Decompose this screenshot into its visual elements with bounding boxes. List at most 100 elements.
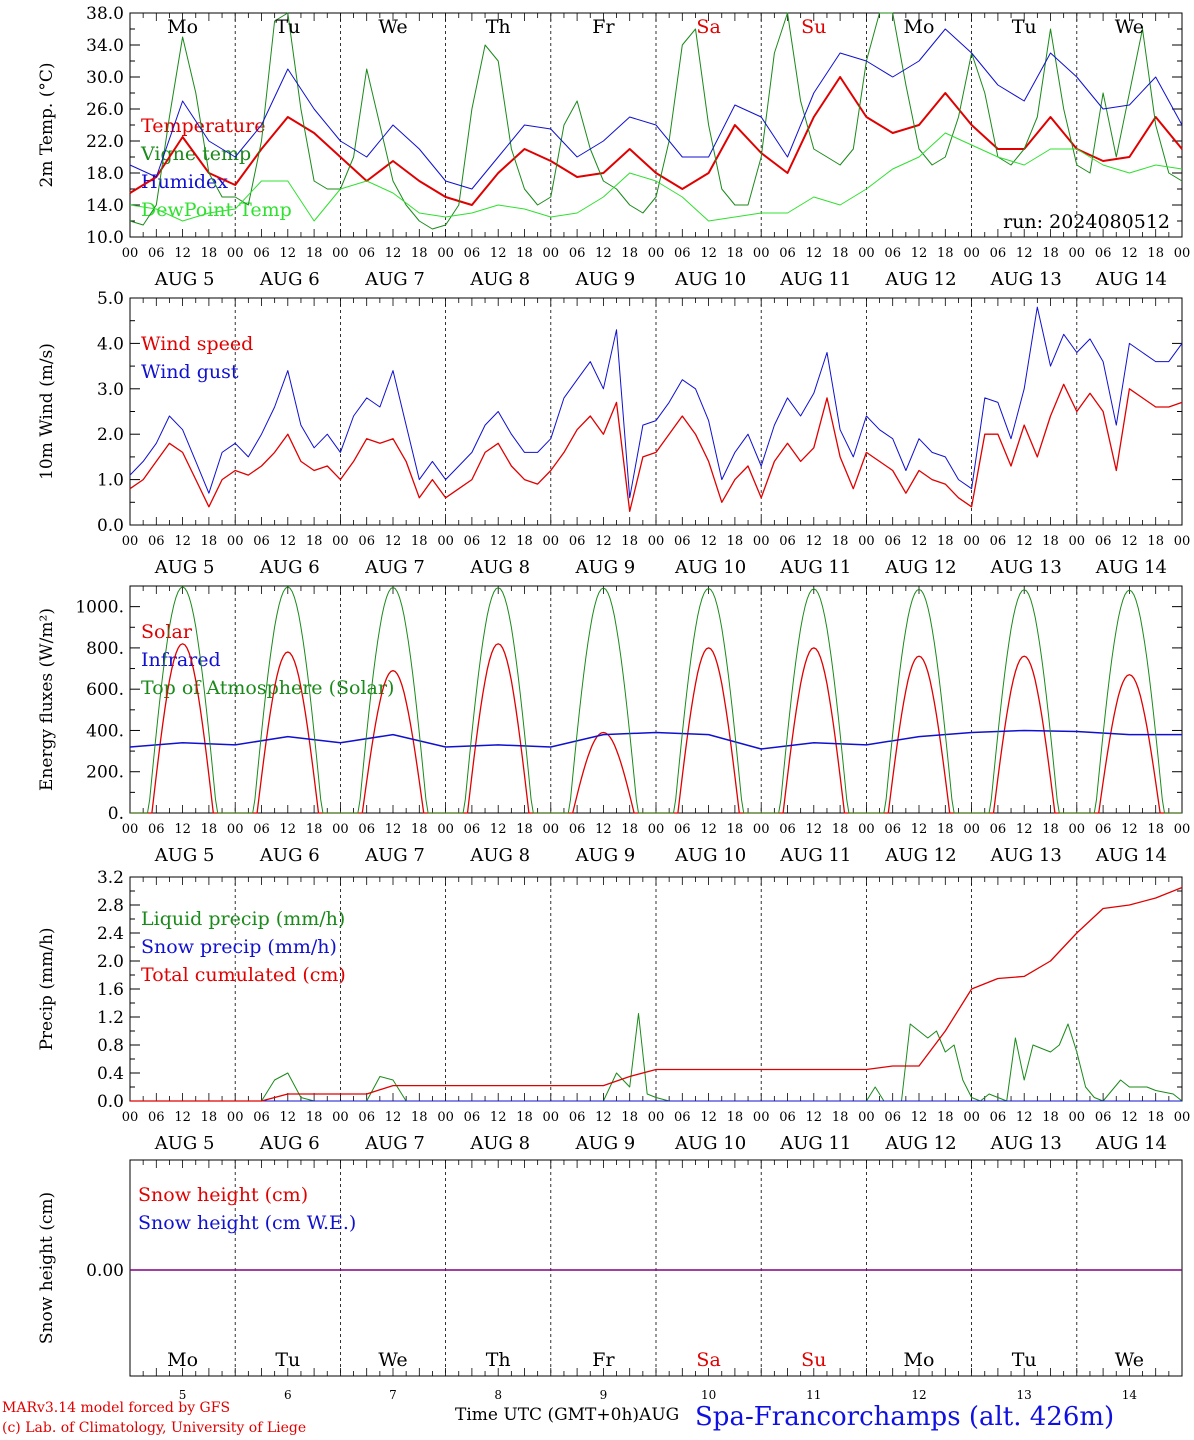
hour-tick-label: 18	[306, 246, 323, 261]
date-label: AUG 12	[884, 1133, 956, 1154]
date-label: AUG 7	[364, 1133, 425, 1154]
hour-tick-label: 06	[148, 822, 165, 837]
hour-tick-label: 06	[569, 246, 586, 261]
hour-tick-label: 00	[437, 1110, 454, 1125]
y-tick-label: 1000.	[75, 598, 124, 618]
hour-tick-label: 06	[674, 822, 691, 837]
date-label: AUG 5	[154, 845, 215, 866]
date-label: AUG 8	[469, 557, 530, 578]
hour-tick-label: 00	[227, 1110, 244, 1125]
date-label: AUG 11	[779, 1133, 851, 1154]
hour-tick-label: 06	[358, 822, 375, 837]
hour-tick-label: 18	[937, 246, 954, 261]
y-tick-label: 1.0	[97, 471, 124, 491]
date-label: AUG 12	[884, 845, 956, 866]
date-label: AUG 10	[674, 1133, 746, 1154]
run-annotation: run: 2024080512	[1003, 211, 1170, 233]
hour-tick-label: 00	[753, 1110, 770, 1125]
hour-tick-label: 00	[858, 1110, 875, 1125]
y-tick-label: 0.4	[97, 1064, 124, 1084]
panel-2: 0.0 1.0 2.0 3.0 4.0 5.0 10m Wind (m/s) Wind spe…	[37, 289, 1183, 536]
y-tick-label: 1.6	[97, 980, 124, 1000]
y-tick-label: 2.4	[97, 924, 124, 944]
hour-tick-label: 00	[1069, 246, 1086, 261]
hour-tick-label: 06	[990, 1110, 1007, 1125]
y-tick-label: 800.	[86, 639, 124, 659]
weekday-label: We	[378, 16, 407, 38]
weekday-label: Su	[801, 16, 826, 38]
hour-tick-label: 12	[1016, 1110, 1033, 1125]
hour-tick-label: 00	[332, 1110, 349, 1125]
hour-tick-label: 06	[464, 1110, 481, 1125]
hour-tick-label: 18	[411, 1110, 428, 1125]
hour-tick-label: 06	[674, 1110, 691, 1125]
y-tick-label: 2.8	[97, 896, 124, 916]
hour-tick-label: 00	[1069, 822, 1086, 837]
hour-tick-label: 06	[990, 534, 1007, 549]
hour-tick-label: 00	[1174, 246, 1191, 261]
y-tick-label: 200.	[86, 763, 124, 783]
series-line-total-cumulated-cm-	[130, 886, 1183, 1102]
hour-tick-label: 12	[1016, 534, 1033, 549]
date-label: AUG 6	[259, 845, 320, 866]
y-tick-label: 3.2	[97, 868, 124, 888]
weekday-label: Su	[801, 1349, 826, 1371]
series-line-temperature	[129, 76, 1183, 206]
hour-tick-label: 00	[648, 822, 665, 837]
y-tick-label: 5.0	[97, 289, 124, 309]
hour-tick-label: 06	[358, 246, 375, 261]
series-line-wind-gust	[129, 306, 1183, 499]
hour-tick-label: 12	[806, 534, 823, 549]
weekday-label: Tu	[275, 16, 300, 38]
hour-tick-label: 06	[569, 822, 586, 837]
hour-tick-label: 12	[911, 1110, 928, 1125]
weekday-label: Mo	[904, 16, 935, 38]
hour-tick-label: 12	[385, 1110, 402, 1125]
date-label: AUG 10	[674, 269, 746, 290]
hour-tick-label: 12	[911, 534, 928, 549]
hour-tick-label: 06	[674, 534, 691, 549]
hour-tick-label: 18	[516, 1110, 533, 1125]
hour-tick-label: 18	[937, 822, 954, 837]
date-label: AUG 9	[575, 269, 636, 290]
hour-tick-label: 00	[437, 246, 454, 261]
hour-tick-label: 06	[884, 822, 901, 837]
hour-tick-label: 12	[174, 1110, 191, 1125]
hour-tick-label: 12	[1016, 246, 1033, 261]
hour-tick-label: 12	[490, 246, 507, 261]
day-number-label: 14	[1122, 1388, 1138, 1402]
footer-lab-text: (c) Lab. of Climatology, University of L…	[2, 1420, 307, 1436]
series-line-toa-solar	[130, 586, 1182, 814]
hour-tick-label: 06	[884, 534, 901, 549]
date-label: AUG 5	[154, 1133, 215, 1154]
y-axis-label: Precip (mm/h)	[37, 927, 57, 1050]
series-line-infrared	[129, 729, 1182, 750]
legend-entry: Solar	[141, 621, 193, 643]
hour-tick-label: 12	[174, 246, 191, 261]
day-number-label: 13	[1017, 1388, 1032, 1402]
hour-tick-label: 00	[753, 534, 770, 549]
y-tick-label: 4.0	[97, 334, 124, 354]
weekday-label: Th	[486, 1349, 511, 1371]
hour-tick-label: 06	[779, 1110, 796, 1125]
hour-tick-label: 12	[280, 822, 297, 837]
station-title: Spa-Francorchamps (alt. 426m)	[695, 1402, 1115, 1432]
hour-tick-label: 06	[464, 534, 481, 549]
hour-tick-label: 12	[700, 534, 717, 549]
hour-tick-label: 18	[306, 534, 323, 549]
hour-tick-label: 18	[1042, 534, 1059, 549]
hour-tick-label: 00	[1174, 1110, 1191, 1125]
hour-tick-label: 18	[621, 822, 638, 837]
date-axis-2: 00 06 12 18 AUG 5 00 06 12 18 AUG 6 00 06 12 18 AUG 7 0…	[122, 534, 1191, 578]
hour-tick-label: 06	[1095, 1110, 1112, 1125]
legend-entry: DewPoint Temp	[141, 199, 292, 221]
hour-tick-label: 18	[411, 246, 428, 261]
weekday-label: Mo	[167, 1349, 198, 1371]
hour-tick-label: 12	[385, 822, 402, 837]
weekday-label: Fr	[592, 1349, 615, 1371]
date-axis-4: 00 06 12 18 AUG 5 00 06 12 18 AUG 6 00 06 12 18 AUG 7 0…	[122, 1110, 1191, 1154]
hour-tick-label: 12	[806, 246, 823, 261]
day-number-label: 6	[284, 1388, 292, 1402]
weekday-label: Tu	[275, 1349, 300, 1371]
hour-tick-label: 12	[911, 246, 928, 261]
